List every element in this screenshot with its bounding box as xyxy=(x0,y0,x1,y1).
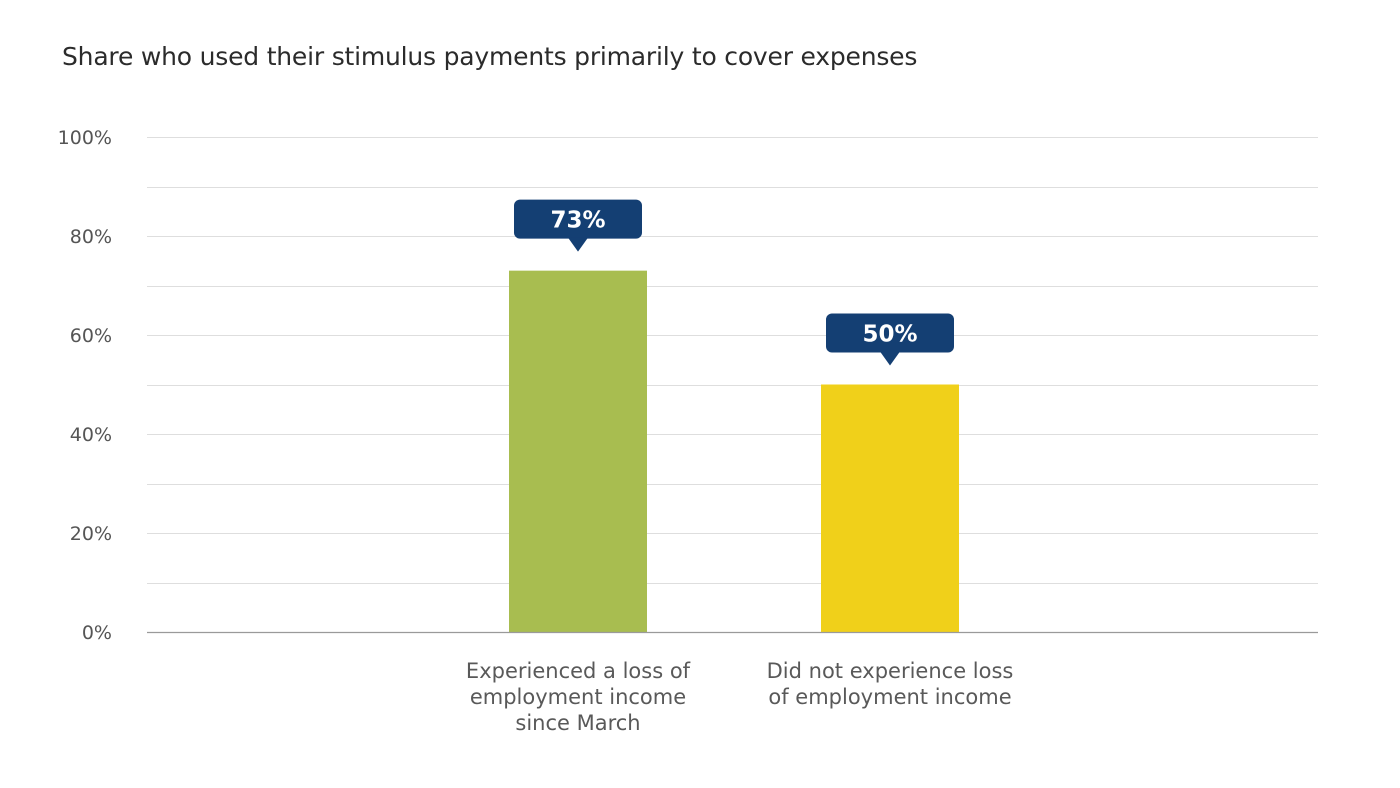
y-tick-label: 80% xyxy=(70,226,112,248)
gridlines xyxy=(147,137,1318,584)
y-tick-label: 0% xyxy=(82,622,112,644)
data-label: 73% xyxy=(550,208,605,234)
data-labels: 73% 50% xyxy=(514,199,954,366)
data-label-badge xyxy=(514,199,642,239)
bars xyxy=(509,270,959,632)
y-tick-label: 20% xyxy=(70,523,112,545)
data-label-pointer xyxy=(568,237,588,252)
data-label-badge xyxy=(826,313,954,353)
data-label: 50% xyxy=(862,322,917,348)
category-label: Did not experience loss of employment inc… xyxy=(767,659,1014,709)
y-tick-label: 100% xyxy=(58,127,112,149)
x-axis-category-labels: Experienced a loss of employment income si… xyxy=(466,659,1013,735)
y-axis-tick-labels: 0% 20% 40% 60% 80% 100% xyxy=(58,127,112,644)
data-label-pointer xyxy=(880,351,900,366)
bar xyxy=(509,270,647,632)
y-tick-label: 40% xyxy=(70,424,112,446)
y-tick-label: 60% xyxy=(70,325,112,347)
bar xyxy=(821,384,959,632)
chart-title: Share who used their stimulus payments p… xyxy=(62,42,918,71)
category-label: Experienced a loss of employment income si… xyxy=(466,659,691,735)
